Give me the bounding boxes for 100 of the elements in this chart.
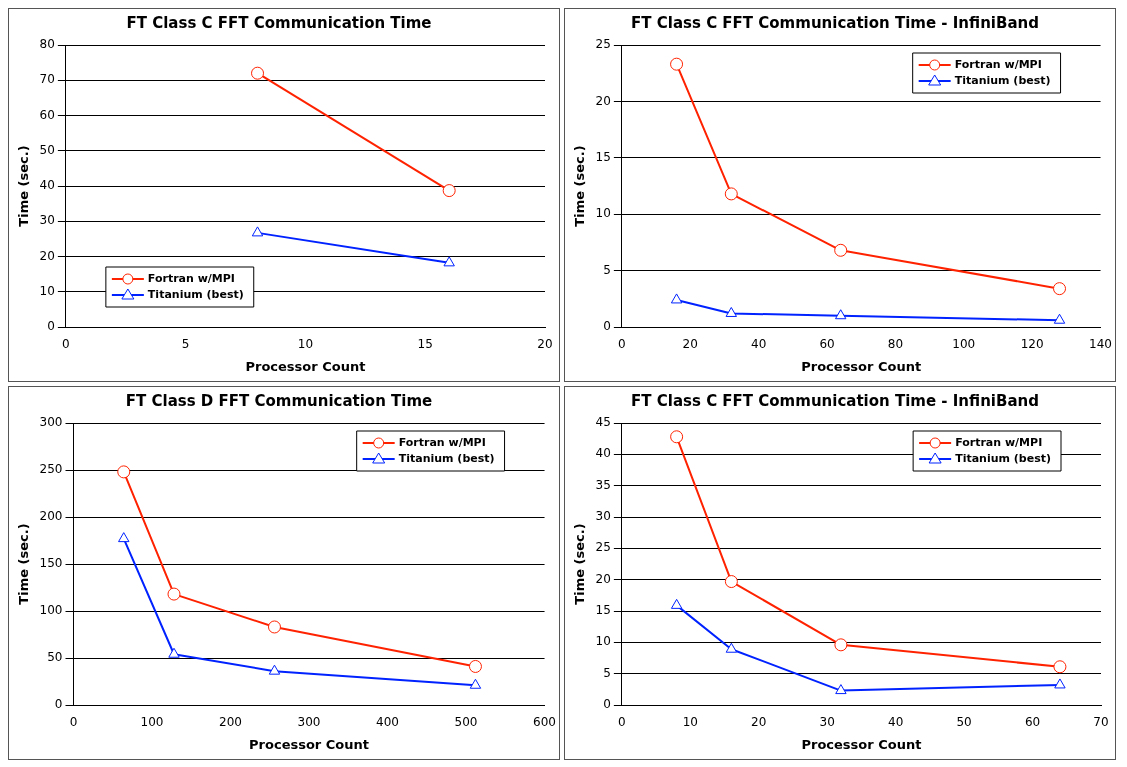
point [670,430,684,444]
legend-label: Fortran w/MPI [954,57,1042,71]
point [725,306,737,317]
y-tick-label: 20 [595,93,611,108]
x-axis-title: Processor Count [249,736,369,752]
chart-title: FT Class C FFT Communication Time - InfiniBand [631,13,1039,32]
y-axis-title: Time (sec.) [572,145,588,227]
point [117,465,131,479]
y-tick-label: 40 [39,178,55,193]
x-tick-label: 30 [819,715,835,730]
y-tick-label: 150 [39,556,63,571]
point [834,638,848,652]
y-tick-label: 80 [39,37,55,52]
x-tick-label: 140 [1089,337,1112,352]
legend-label: Fortran w/MPI [398,435,486,449]
point [118,532,130,543]
point [670,57,684,71]
y-tick-label: 100 [39,603,63,618]
y-tick-label: 300 [39,415,63,430]
y-tick-label: 15 [595,149,611,164]
x-tick-label: 300 [297,715,321,730]
x-tick-label: 50 [956,715,972,730]
y-tick-label: 50 [47,650,63,665]
x-tick-label: 20 [751,715,767,730]
x-tick-label: 15 [417,337,433,352]
point [670,598,683,609]
x-tick-label: 10 [297,337,314,352]
y-tick-label: 200 [39,509,63,524]
point [468,659,482,673]
x-tick-label: 80 [887,337,904,352]
point [1054,678,1066,689]
x-tick-label: 60 [819,337,835,352]
point [267,620,281,634]
x-axis-title: Processor Count [801,358,922,374]
y-tick-label: 20 [595,571,611,586]
y-tick-label: 15 [595,603,611,618]
y-tick-label: 10 [595,634,611,649]
point [835,684,847,695]
y-axis-title: Time (sec.) [16,523,32,605]
x-tick-label: 0 [618,715,626,730]
legend-label: Fortran w/MPI [147,271,235,285]
point [469,678,482,689]
y-axis-title: Time (sec.) [16,145,32,227]
x-tick-label: 100 [952,337,976,352]
y-tick-label: 5 [603,262,611,277]
x-tick-label: 5 [181,337,190,352]
point [251,66,265,80]
y-tick-label: 5 [603,665,611,680]
x-tick-label: 600 [533,715,556,730]
point [1053,313,1066,324]
x-tick-label: 60 [1024,715,1041,730]
x-tick-label: 0 [618,337,626,352]
y-tick-label: 70 [39,72,55,87]
y-tick-label: 250 [39,462,63,477]
y-tick-label: 25 [595,540,611,555]
y-tick-label: 0 [603,319,611,334]
y-tick-label: 0 [603,697,611,712]
point [724,575,738,589]
x-tick-label: 20 [682,337,698,352]
x-axis-title: Processor Count [245,358,366,374]
y-tick-label: 25 [595,37,611,52]
point [1053,660,1067,674]
y-tick-label: 10 [595,206,611,221]
point [724,187,738,201]
y-tick-label: 60 [39,107,55,122]
x-tick-label: 40 [750,337,767,352]
x-axis-title: Processor Count [801,736,922,752]
point [167,587,181,601]
y-tick-label: 45 [595,415,611,430]
legend-label: Titanium (best) [398,451,495,465]
x-tick-label: 10 [682,715,698,730]
x-tick-label: 70 [1093,715,1109,730]
y-tick-label: 50 [39,142,55,157]
x-tick-label: 100 [140,715,164,730]
y-axis-title: Time (sec.) [572,523,588,605]
legend-label: Titanium (best) [954,73,1051,87]
y-tick-label: 10 [39,283,55,298]
x-tick-label: 400 [376,715,399,730]
y-tick-label: 40 [595,446,611,461]
point [835,309,847,320]
x-tick-label: 200 [219,715,242,730]
x-tick-label: 20 [537,337,553,352]
point [725,642,738,653]
x-tick-label: 500 [454,715,478,730]
legend-label: Titanium (best) [147,287,244,301]
y-tick-label: 0 [47,319,55,334]
y-tick-label: 0 [54,697,63,712]
x-tick-label: 0 [69,715,78,730]
chart-title: FT Class C FFT Communication Time - InfiniBand [631,391,1039,410]
y-tick-label: 35 [595,477,611,492]
y-tick-label: 20 [39,248,55,263]
chart-title: FT Class C FFT Communication Time [126,13,432,32]
point [834,243,848,257]
legend-label: Fortran w/MPI [955,435,1043,449]
point [442,184,456,198]
point [1053,282,1067,296]
point [168,647,180,658]
y-tick-label: 30 [39,213,55,228]
x-tick-label: 120 [1020,337,1044,352]
point [670,293,683,304]
